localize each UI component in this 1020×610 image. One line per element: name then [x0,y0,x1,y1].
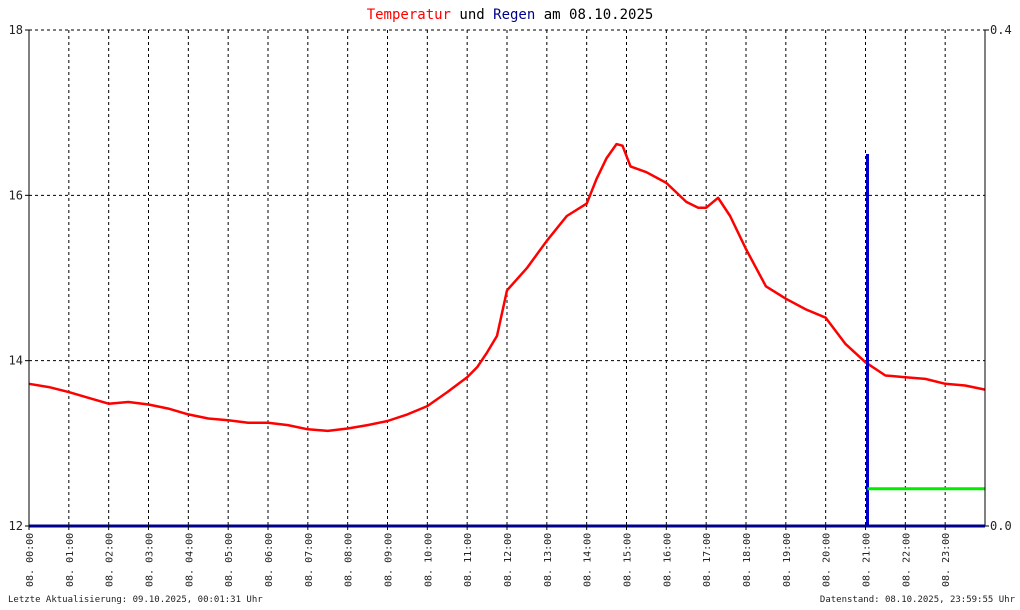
x-tick-label: 08. 22:00 [901,533,912,587]
chart-title: Temperatur und Regen am 08.10.2025 [367,7,654,23]
x-tick-label: 08. 08:00 [344,533,355,587]
x-tick-label: 08. 20:00 [822,533,833,587]
grid [29,29,985,526]
x-tick-label: 08. 14:00 [583,533,594,587]
x-tick-label: 08. 10:00 [423,533,434,587]
x-tick-label: 08. 11:00 [463,533,474,587]
title-part-1: und [451,7,493,23]
x-tick-label: 08. 13:00 [543,533,554,587]
x-tick-label: 08. 09:00 [384,533,395,587]
footer-data-status: Datenstand: 08.10.2025, 23:59:55 Uhr [820,595,1016,605]
x-tick-label: 08. 00:00 [25,533,36,587]
x-tick-label: 08. 19:00 [782,533,793,587]
footer-last-update: Letzte Aktualisierung: 09.10.2025, 00:01… [8,595,263,605]
y-left-tick-label: 16 [9,188,23,202]
tick-labels: 12 14 16 18 0.0 0.4 08. 00:00 08. 01:00 08. 02:0… [9,23,1012,587]
y-right-tick-label: 0.4 [990,23,1012,37]
title-part-3: am 08.10.2025 [535,7,653,23]
x-tick-label: 08. 03:00 [145,533,156,587]
x-tick-label: 08. 05:00 [224,533,235,587]
axes [25,29,989,530]
title-part-2: Regen [493,7,535,23]
x-tick-label: 08. 16:00 [662,533,673,587]
x-tick-label: 08. 06:00 [264,533,275,587]
x-tick-label: 08. 15:00 [623,533,634,587]
x-tick-label: 08. 21:00 [862,533,873,587]
y-left-tick-label: 18 [9,23,23,37]
x-tick-label: 08. 23:00 [941,533,952,587]
x-tick-label: 08. 07:00 [304,533,315,587]
y-right-tick-label: 0.0 [990,519,1012,533]
x-tick-label: 08. 04:00 [184,533,195,587]
title-part-0: Temperatur [367,7,451,23]
y-left-tick-label: 12 [9,519,23,533]
x-tick-label: 08. 01:00 [65,533,76,587]
temperature-line [28,142,986,433]
plot-data [28,142,986,526]
x-tick-label: 08. 02:00 [105,533,116,587]
x-tick-label: 08. 17:00 [702,533,713,587]
y-left-tick-label: 14 [9,354,23,368]
x-tick-label: 08. 18:00 [742,533,753,587]
x-tick-label: 08. 12:00 [503,533,514,587]
